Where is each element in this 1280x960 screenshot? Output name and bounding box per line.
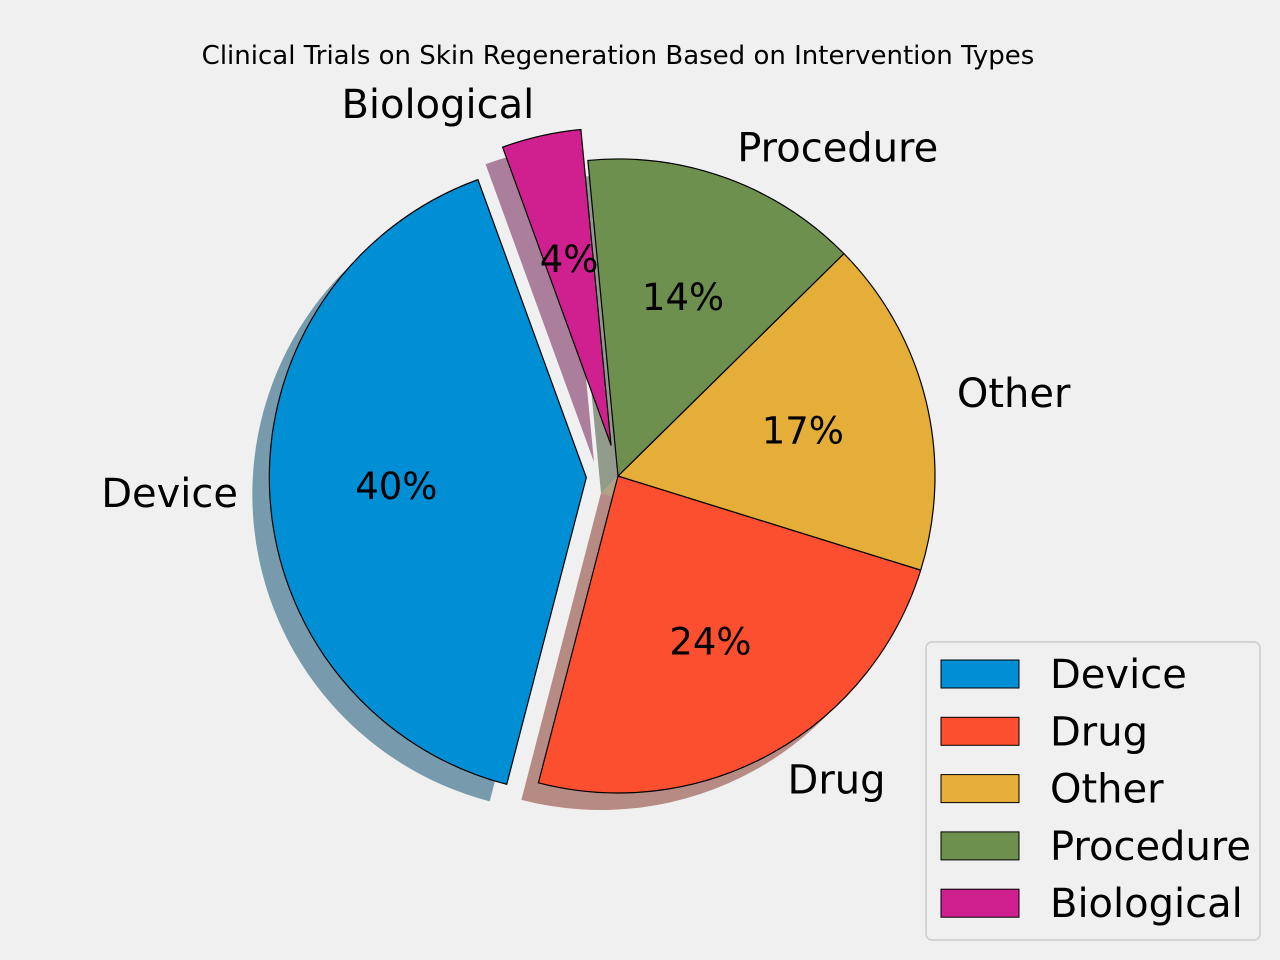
legend-swatch-drug	[940, 716, 1020, 746]
percent-label-procedure: 14%	[642, 276, 724, 319]
category-labels: Device Drug Other Procedure Biological	[101, 82, 1071, 804]
legend-frame	[925, 641, 1261, 941]
slice-procedure	[587, 158, 845, 477]
legend-label-drug: Drug	[1050, 709, 1148, 755]
legend-label-procedure: Procedure	[1050, 824, 1251, 870]
legend-swatch-other	[940, 774, 1020, 804]
percent-labels: 40% 24% 17% 14% 4%	[355, 238, 844, 664]
chart-title: Clinical Trials on Skin Regeneration Bas…	[202, 41, 1035, 71]
slice-drug	[537, 475, 922, 794]
category-label-drug: Drug	[788, 758, 886, 804]
legend-label-device: Device	[1050, 652, 1187, 698]
legend-swatch-device	[940, 659, 1020, 689]
slice-biological	[501, 128, 612, 446]
percent-label-biological: 4%	[540, 238, 599, 281]
legend-swatch-procedure	[940, 831, 1020, 861]
legend-label-biological: Biological	[1050, 881, 1243, 927]
legend-label-other: Other	[1050, 767, 1164, 813]
percent-label-other: 17%	[762, 410, 844, 453]
slice-other	[617, 253, 936, 571]
legend: Device Drug Other Procedure Biological	[925, 641, 1261, 941]
slice-device	[268, 179, 587, 785]
legend-swatch-biological	[940, 888, 1020, 918]
category-label-procedure: Procedure	[737, 125, 938, 171]
category-label-biological: Biological	[341, 82, 534, 128]
category-label-device: Device	[101, 471, 238, 517]
percent-label-device: 40%	[355, 465, 437, 508]
pie-slices	[268, 128, 936, 794]
category-label-other: Other	[957, 371, 1071, 417]
percent-label-drug: 24%	[669, 621, 751, 664]
